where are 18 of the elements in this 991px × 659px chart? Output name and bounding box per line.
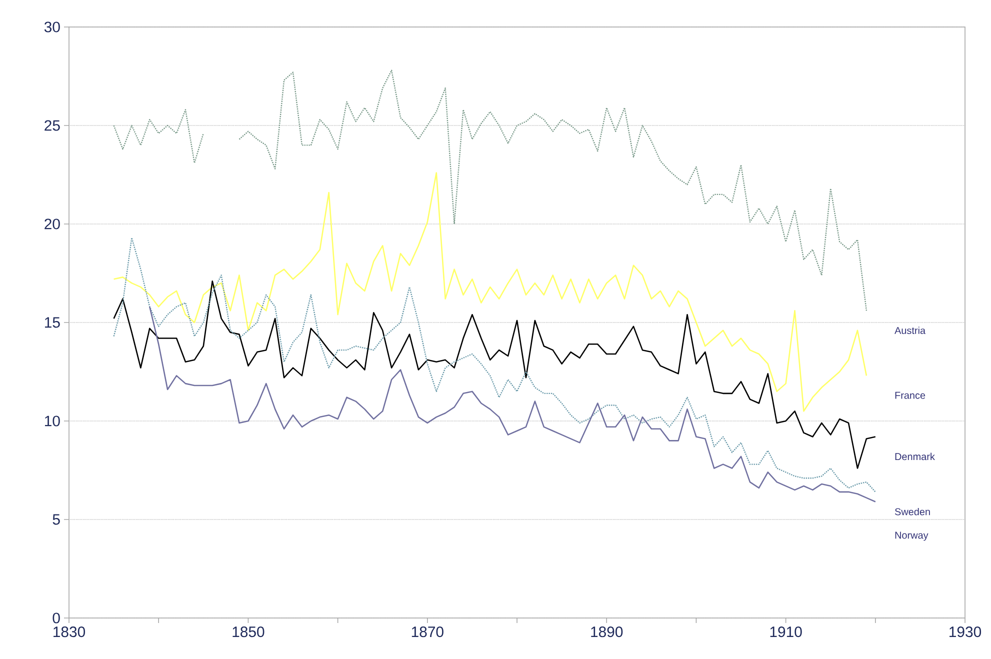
x-tick-label: 1890 — [591, 626, 623, 638]
x-tick-label: 1910 — [770, 626, 802, 638]
y-tick-label: 25 — [44, 120, 60, 131]
y-tick-label: 15 — [45, 317, 60, 328]
y-tick-label: 0 — [52, 612, 60, 624]
x-tick-label: 1850 — [232, 626, 264, 638]
x-tick-label: 1830 — [54, 626, 86, 638]
text: France — [895, 392, 926, 399]
text: Austria — [894, 326, 926, 334]
x-tick-label: 1870 — [412, 626, 444, 638]
y-tick-label: 30 — [44, 22, 60, 32]
y-tick-label: 10 — [45, 416, 60, 426]
text: Sweden — [894, 508, 930, 516]
text: Denmark — [895, 452, 935, 460]
y-tick-label: 20 — [44, 218, 60, 230]
y-tick-label: 5 — [52, 514, 60, 525]
text: Norway — [895, 532, 928, 541]
x-tick-label: 1930 — [950, 626, 982, 638]
